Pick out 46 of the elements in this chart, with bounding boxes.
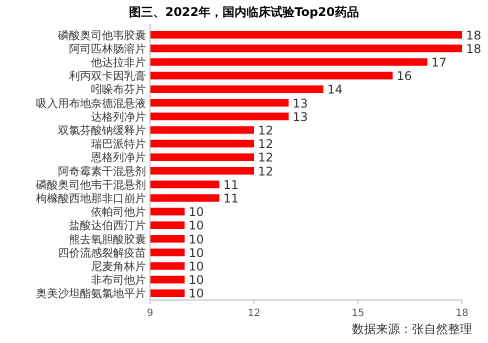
y-tick-label: 双氯芬酸钠缓释片 [58,124,146,137]
data-label: 12 [258,137,274,152]
data-label: 10 [188,205,204,220]
data-label: 12 [258,124,274,138]
data-label: 10 [188,246,204,260]
y-tick-label: 吲哚布芬片 [91,83,146,96]
data-label: 11 [223,192,239,206]
data-label: 13 [292,110,308,124]
y-tick-label: 恩格列净片 [90,151,146,164]
y-tick-label: 磷酸奥司他韦干混悬剂 [35,178,146,192]
x-tick-label: 18 [456,308,468,319]
y-tick-label: 枸橼酸西地那非口崩片 [36,192,146,205]
y-tick-label: 阿奇霉素干混悬剂 [58,164,146,178]
y-tick-label: 非布司他片 [91,274,146,287]
data-label: 14 [327,82,343,97]
y-tick-label: 奥美沙坦酯氨氯地平片 [36,287,146,300]
chart-title: 图三、2022年，国内临床试验Top20药品 [129,5,359,19]
y-tick-label: 利丙双卡因乳膏 [69,70,146,83]
data-label: 11 [223,178,239,192]
data-label: 18 [466,42,482,56]
source-note: 数据来源：张自然整理 [352,322,472,336]
y-tick-label: 达格列净片 [91,110,146,124]
y-tick-label: 磷酸奥司他韦胶囊 [57,28,146,42]
y-tick-label: 他达拉非片 [91,56,146,69]
y-tick-label: 阿司匹林肠溶片 [69,42,146,56]
y-tick-label: 熊去氧胆酸胶囊 [69,232,146,246]
x-tick-label: 9 [146,308,154,319]
x-tick-label: 15 [352,308,364,319]
data-label: 17 [431,56,447,70]
data-label: 10 [188,273,204,288]
data-label: 12 [258,150,274,165]
y-tick-label: 盐酸达伯西汀片 [69,219,146,232]
data-label: 18 [466,28,482,42]
data-label: 12 [258,164,274,178]
y-tick-label: 瑞巴派特片 [91,138,146,151]
data-label: 16 [396,69,412,84]
data-label: 10 [188,232,204,246]
y-tick-label: 依帕司他片 [91,206,146,219]
y-tick-label: 四价流感裂解疫苗 [58,246,146,260]
x-tick-label: 12 [248,308,260,319]
data-label: 10 [188,286,204,301]
y-tick-label: 吸入用布地奈德混悬液 [36,96,146,110]
data-label: 10 [188,260,204,274]
data-label: 10 [188,218,204,233]
y-tick-label: 尼麦角林片 [91,260,146,273]
data-label: 13 [292,96,308,110]
